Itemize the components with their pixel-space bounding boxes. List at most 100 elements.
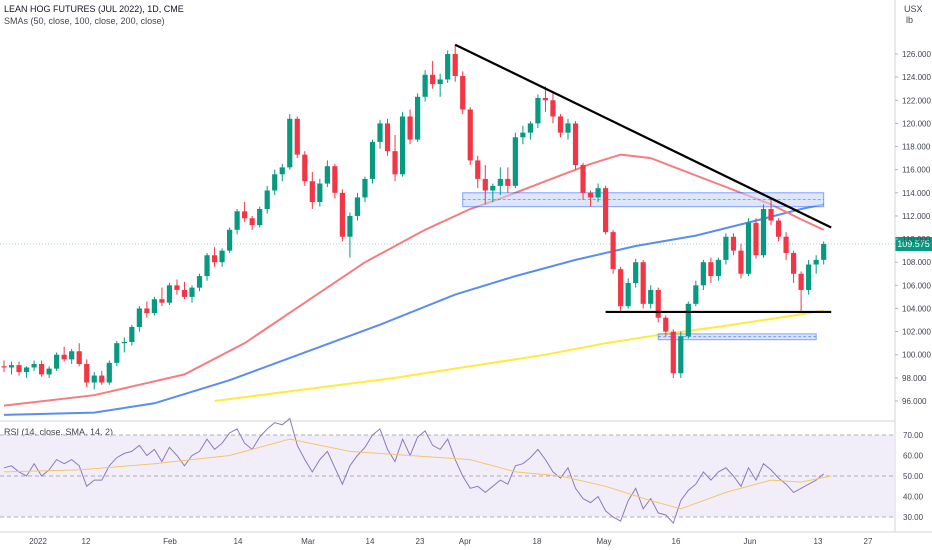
candle bbox=[377, 119, 383, 149]
rsi-tick-label: 70.00 bbox=[903, 431, 924, 440]
candle bbox=[542, 86, 549, 112]
candle bbox=[392, 134, 398, 182]
time-tick-label: 18 bbox=[533, 537, 542, 546]
candle-body bbox=[16, 365, 22, 373]
candle-body bbox=[821, 243, 827, 260]
candle-body bbox=[550, 100, 556, 117]
candle-body bbox=[813, 259, 819, 265]
candle bbox=[129, 324, 135, 346]
candle-body bbox=[655, 289, 661, 318]
candle-body bbox=[317, 183, 323, 203]
rsi-sma-line bbox=[3, 438, 832, 510]
candle-body bbox=[520, 132, 526, 138]
price-tick-label: 116.000 bbox=[902, 166, 931, 175]
candle-body bbox=[708, 262, 714, 277]
candle-body bbox=[648, 289, 654, 304]
candle bbox=[625, 278, 631, 309]
candle bbox=[587, 190, 594, 207]
candle bbox=[31, 360, 37, 371]
candle bbox=[633, 258, 639, 288]
candle bbox=[550, 93, 556, 124]
candle-body bbox=[279, 167, 285, 175]
candle-body bbox=[475, 160, 481, 179]
candle-body bbox=[505, 178, 511, 186]
candle bbox=[287, 114, 293, 170]
candle-body bbox=[39, 363, 45, 375]
sma200-line bbox=[214, 309, 824, 402]
candle-body bbox=[234, 211, 240, 230]
candle-body bbox=[339, 192, 345, 237]
price-tick-label: 112.000 bbox=[902, 212, 931, 221]
candle bbox=[317, 178, 323, 207]
unit-label: lb bbox=[906, 15, 914, 25]
candle-body bbox=[791, 252, 797, 274]
rsi-tick-label: 40.00 bbox=[903, 493, 924, 502]
candle bbox=[708, 257, 714, 284]
candle bbox=[257, 206, 263, 228]
candle-body bbox=[580, 165, 586, 193]
price-tick-label: 118.000 bbox=[902, 143, 931, 152]
candle-body bbox=[242, 211, 248, 219]
candle bbox=[715, 257, 721, 281]
price-tick-label: 104.000 bbox=[902, 304, 931, 313]
candle-body bbox=[633, 262, 639, 284]
candle bbox=[279, 163, 285, 182]
price-tick-label: 110.000 bbox=[902, 235, 931, 244]
candle bbox=[775, 218, 782, 242]
price-tick-label: 100.000 bbox=[902, 351, 931, 360]
candle bbox=[272, 169, 278, 196]
candle bbox=[181, 281, 188, 300]
price-axis: 126.000 124.000 122.000 120.000 118.000 116.0… bbox=[895, 50, 931, 406]
candle-body bbox=[309, 181, 315, 203]
candle bbox=[369, 139, 376, 184]
candle bbox=[527, 121, 533, 140]
rsi-tick-label: 30.00 bbox=[903, 513, 924, 522]
candle bbox=[655, 287, 661, 323]
candle bbox=[339, 189, 345, 242]
price-tick-label: 96.000 bbox=[902, 397, 927, 406]
candle-body bbox=[640, 262, 646, 304]
candle bbox=[76, 343, 82, 367]
rsi-tick-label: 50.00 bbox=[903, 472, 924, 481]
candle-body bbox=[332, 166, 338, 193]
candle bbox=[54, 352, 60, 371]
candle bbox=[610, 229, 616, 274]
candle-body bbox=[129, 326, 135, 343]
candle bbox=[69, 348, 75, 364]
candle-body bbox=[670, 331, 676, 374]
price-tick-label: 98.000 bbox=[902, 374, 927, 383]
candle-body bbox=[693, 285, 699, 304]
time-tick-label: Jun bbox=[744, 537, 757, 546]
candle-body bbox=[430, 74, 436, 85]
time-tick-label: Mar bbox=[301, 537, 315, 546]
candle bbox=[332, 163, 338, 199]
candle-body bbox=[369, 141, 376, 179]
candle bbox=[204, 252, 210, 281]
candle bbox=[91, 372, 97, 390]
candle bbox=[106, 360, 112, 385]
candle-body bbox=[211, 255, 218, 263]
time-tick-label: 14 bbox=[234, 537, 243, 546]
time-tick-label: 14 bbox=[366, 537, 375, 546]
candle-body bbox=[384, 123, 391, 152]
candle bbox=[603, 185, 609, 235]
candle-body bbox=[407, 116, 413, 140]
time-tick-label: 16 bbox=[672, 537, 681, 546]
candle-body bbox=[196, 276, 203, 288]
candle-body bbox=[324, 166, 330, 184]
candle bbox=[678, 331, 684, 378]
candle-body bbox=[181, 289, 188, 297]
candle bbox=[234, 208, 240, 235]
candle-body bbox=[189, 287, 195, 297]
candle bbox=[422, 70, 428, 102]
sma50-line bbox=[3, 153, 825, 407]
candle bbox=[415, 93, 421, 142]
candle-body bbox=[587, 192, 594, 198]
candle bbox=[791, 250, 797, 284]
candle-body bbox=[760, 208, 767, 256]
candle-body bbox=[497, 178, 503, 186]
currency-label: USX bbox=[904, 4, 923, 14]
candle-body bbox=[572, 123, 579, 166]
price-tick-label: 120.000 bbox=[902, 119, 931, 128]
